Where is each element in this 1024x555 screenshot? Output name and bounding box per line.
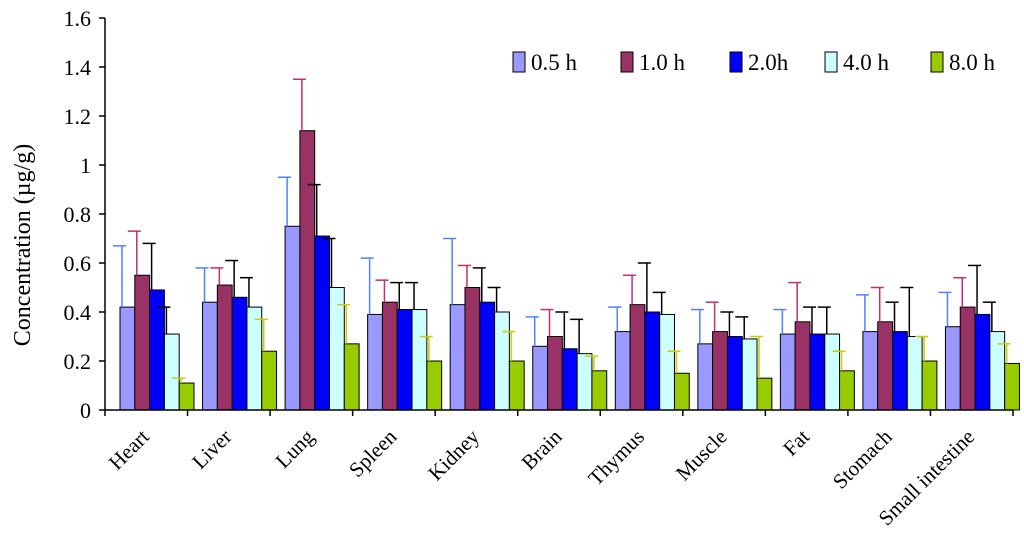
bar [449, 304, 466, 411]
y-axis-title: Concentration (µg/g) [10, 144, 36, 346]
y-tick-label: 1.4 [64, 55, 92, 80]
bar [959, 306, 976, 411]
legend-swatch [930, 51, 944, 73]
x-category-label: Brain [517, 424, 567, 474]
bar [944, 326, 961, 411]
bar [119, 306, 136, 411]
y-tick-label: 1.6 [64, 6, 92, 31]
bar [576, 353, 593, 411]
bar [809, 333, 826, 411]
bar [591, 370, 608, 411]
bar [673, 372, 690, 411]
y-tick-label: 0.2 [64, 349, 92, 374]
bar [411, 309, 428, 411]
y-tick-label: 1 [80, 153, 91, 178]
bar [614, 331, 631, 411]
legend-swatch [729, 51, 743, 73]
y-tick-label: 0.6 [64, 251, 92, 276]
bar [231, 296, 248, 411]
bar [284, 225, 301, 411]
bar [741, 338, 758, 411]
bar [921, 360, 938, 411]
bar [877, 321, 894, 411]
bar [381, 301, 398, 411]
x-category-label: Lung [271, 424, 320, 473]
legend-swatch [824, 51, 838, 73]
bar [479, 301, 496, 411]
bar [328, 287, 345, 411]
x-category-label: Muscle [671, 425, 732, 486]
bar [494, 311, 510, 411]
bar [756, 377, 773, 411]
x-category-label: Fat [778, 424, 814, 460]
bar [149, 289, 165, 411]
legend-label: 1.0 h [639, 50, 686, 75]
bar [779, 333, 796, 411]
y-tick-label: 0.4 [64, 300, 92, 325]
x-category-label: Kidney [423, 424, 484, 485]
bar [824, 333, 841, 411]
bar [906, 336, 923, 411]
bar [547, 336, 563, 411]
bar [712, 331, 728, 411]
bar [464, 287, 481, 411]
bar [561, 348, 578, 411]
bar [697, 343, 714, 411]
y-tick-label: 0.8 [64, 202, 92, 227]
bar [644, 311, 661, 411]
bar [974, 313, 991, 411]
bar [343, 343, 360, 411]
bar [794, 321, 811, 411]
legend-label: 8.0 h [949, 50, 996, 75]
bar [862, 331, 879, 411]
bar [839, 370, 855, 411]
x-category-label: Thymus [583, 425, 649, 491]
bar [1004, 362, 1020, 411]
bar [216, 284, 233, 411]
x-category-label: Liver [187, 425, 236, 474]
y-tick-label: 1.2 [64, 104, 92, 129]
legend-swatch [620, 51, 634, 73]
bar [299, 130, 316, 411]
x-category-label: Stomach [828, 424, 897, 493]
bar [396, 309, 413, 411]
bar [314, 235, 330, 411]
bar [261, 350, 278, 411]
bar [659, 313, 675, 411]
bar [426, 360, 443, 411]
bar [246, 306, 263, 411]
legend-label: 0.5 h [531, 50, 578, 75]
x-category-label: Spleen [344, 424, 402, 482]
bar [629, 304, 646, 411]
x-category-label: Heart [104, 424, 154, 474]
bars [113, 78, 1020, 411]
y-tick-label: 0 [80, 398, 91, 423]
bar [726, 336, 743, 411]
legend-label: 2.0h [748, 50, 789, 75]
bar [508, 360, 525, 411]
y-axis: 0 0.2 0.4 0.6 0.8 1 1.2 1.4 1.6 [64, 6, 106, 423]
bar [134, 274, 151, 411]
legend-swatch [512, 51, 526, 73]
bar [532, 345, 549, 411]
legend: 0.5 h 1.0 h 2.0h 4.0 h 8.0 h [512, 50, 996, 75]
bar [892, 331, 908, 411]
bar [202, 301, 218, 411]
bar [178, 382, 195, 411]
legend-label: 4.0 h [843, 50, 890, 75]
x-axis: Heart Liver Lung Spleen Kidney Brain Thymus Mus… [104, 409, 1014, 530]
bar [163, 333, 180, 411]
bar [367, 313, 383, 411]
